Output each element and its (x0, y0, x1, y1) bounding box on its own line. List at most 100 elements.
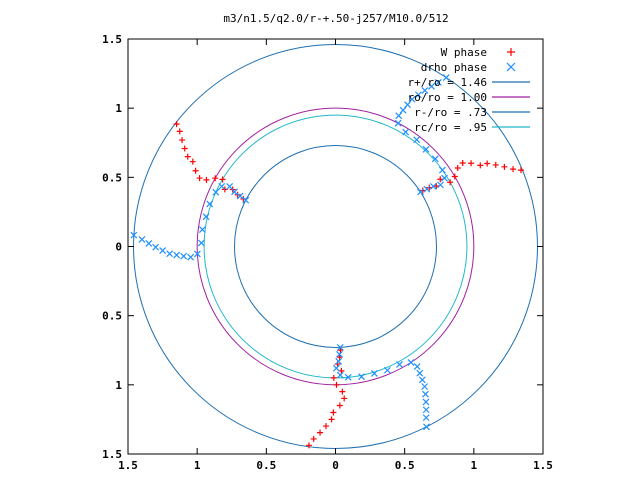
drho-phase-point (187, 253, 195, 261)
drho-phase-point (422, 398, 430, 406)
y-tick-label: 1 (115, 102, 122, 115)
drho-phase-point (358, 373, 365, 381)
w-phase-point (451, 173, 458, 180)
x-tick-label: 0.5 (395, 459, 415, 472)
drho-phase-point (335, 357, 343, 365)
w-phase-point (501, 163, 508, 170)
w-phase-point (510, 166, 517, 173)
drho-phase-point (442, 74, 450, 81)
y-tick-label: 0 (115, 241, 122, 254)
w-phase-point (333, 381, 340, 388)
drho-phase-point (236, 192, 244, 200)
legend-label: ro/ro = 1.00 (408, 91, 487, 104)
drho-phase-point (414, 91, 422, 99)
w-phase-point (212, 175, 219, 182)
drho-phase-point (180, 252, 188, 260)
drho-phase-point (370, 370, 378, 377)
drho-phase-point (336, 371, 344, 379)
y-tick-label: 1 (115, 379, 122, 392)
drho-phase-point (152, 243, 160, 251)
drho-phase-point (394, 119, 402, 127)
drho-phase-point (197, 239, 205, 247)
w-phase-point (459, 160, 466, 167)
w-phase-point (196, 175, 203, 182)
drho-phase-point (218, 182, 226, 190)
legend-label: rc/ro = .95 (414, 121, 487, 134)
w-phase-point (192, 167, 199, 174)
w-phase-point (517, 167, 524, 174)
w-phase-point (477, 162, 484, 169)
drho-phase-point (434, 78, 442, 86)
radius-circle-3 (203, 114, 468, 379)
drho-phase-point (399, 106, 407, 114)
drho-phase-point (413, 136, 421, 144)
drho-phase-point (431, 155, 439, 163)
drho-phase-point (408, 95, 416, 103)
drho-phase-point (383, 366, 391, 374)
x-tick-label: 0.5 (256, 459, 276, 472)
w-phase-point (328, 416, 335, 423)
w-phase-point (454, 165, 461, 172)
w-phase-point (426, 184, 433, 191)
drho-phase-point (422, 390, 429, 398)
drho-phase-point (417, 188, 424, 196)
w-phase-point (447, 179, 454, 186)
y-tick-label: 1.5 (102, 33, 122, 46)
w-phase-point (341, 395, 348, 402)
legend-label: drho phase (421, 61, 487, 74)
w-phase-point (203, 176, 210, 183)
drho-phase-point (416, 369, 424, 377)
w-phase-point (173, 121, 180, 128)
w-phase-point (317, 429, 324, 436)
drho-phase-point (206, 200, 214, 208)
drho-phase-point (413, 363, 421, 371)
x-tick-label: 1.5 (533, 459, 553, 472)
w-phase-point (468, 160, 475, 167)
drho-phase-point (438, 166, 446, 174)
drho-phase-point (138, 236, 146, 243)
legend-label: r-/ro = .73 (414, 106, 487, 119)
w-phase-point (305, 442, 312, 449)
legend-marker-w-phase (507, 48, 515, 56)
radius-circle-2 (234, 145, 437, 348)
w-phase-point (184, 153, 191, 160)
drho-phase-point (198, 226, 206, 234)
drho-phase-point (422, 145, 430, 153)
drho-phase-point (396, 361, 403, 368)
drho-phase-point (422, 406, 430, 414)
drho-phase-point (423, 423, 430, 431)
drho-phase-point (395, 112, 403, 120)
drho-phase-point (421, 383, 429, 390)
chart-title: m3/n1.5/q2.0/r-+.50-j257/M10.0/512 (223, 12, 448, 25)
drho-phase-point (130, 231, 138, 239)
y-tick-label: 0.5 (102, 171, 122, 184)
drho-phase-point (404, 101, 411, 109)
drho-phase-point (242, 196, 250, 204)
w-phase-point (336, 402, 343, 409)
radius-circle-1 (196, 107, 475, 386)
drho-phase-point (193, 250, 201, 258)
drho-phase-point (166, 250, 174, 258)
drho-phase-point (212, 188, 220, 196)
legend-marker-drho-phase (506, 62, 516, 72)
legend-label: W phase (441, 46, 487, 59)
drho-phase-point (332, 364, 340, 372)
drho-phase-point (402, 128, 410, 136)
w-phase-point (219, 176, 226, 183)
legend: W phase drho phase r+/ro = 1.46 ro/ro = 1.0… (408, 46, 530, 134)
drho-phase-point (231, 188, 238, 196)
drho-phase-point (422, 414, 430, 422)
w-phase-point (179, 137, 186, 144)
y-tick-label: 1.5 (102, 448, 122, 461)
x-tick-label: 1 (471, 459, 478, 472)
w-phase-point (189, 158, 196, 165)
w-phase-point (437, 176, 444, 183)
legend-label: r+/ro = 1.46 (408, 76, 487, 89)
w-phase-point (492, 161, 499, 168)
x-tick-label: 1.5 (118, 459, 138, 472)
drho-phase-point (421, 87, 429, 94)
drho-phase-point (423, 185, 431, 193)
drho-phase-point (226, 182, 234, 190)
drho-phase-point (437, 181, 444, 189)
